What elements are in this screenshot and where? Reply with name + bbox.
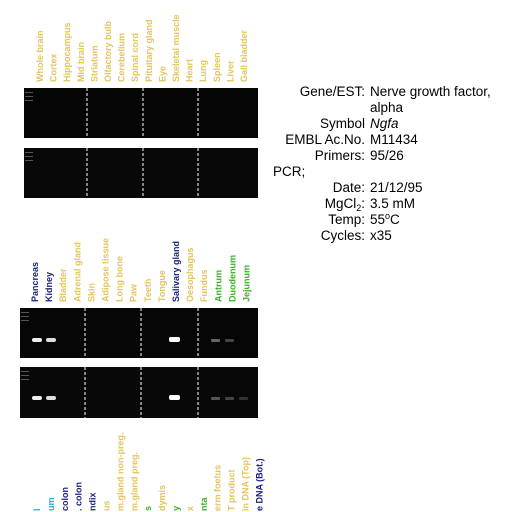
label: Primers: — [315, 148, 365, 163]
label: Temp: — [328, 212, 365, 227]
lane-label: y — [171, 506, 181, 511]
label-part: : — [361, 196, 365, 211]
info-panel: Gene/EST: Nerve growth factor, alpha Sym… — [273, 84, 491, 243]
lane-dividers — [84, 88, 199, 418]
lane-label: in DNA (Top) — [241, 457, 251, 511]
lane-label: dymis — [157, 485, 167, 511]
lane-label: Tongue — [157, 270, 167, 302]
lane-label: Skeletal muscle — [171, 14, 181, 82]
lane-label: Lung — [198, 60, 208, 82]
value-part: 55 — [370, 212, 385, 227]
superscript: o — [385, 211, 390, 221]
subscript: 2 — [356, 203, 361, 213]
lane-label: Oesophagus — [185, 247, 195, 302]
lane-label: Adipose tissue — [101, 238, 111, 302]
lane-label: m.gland non-preg. — [115, 433, 125, 512]
lane-label: Paw — [129, 283, 139, 302]
lane-label: Duodenum — [227, 255, 237, 302]
lane-label: ndix — [88, 492, 98, 511]
lane-label: Fundus — [199, 270, 209, 303]
lane-label: s — [143, 506, 153, 511]
lane-label: Heart — [185, 59, 195, 82]
lane-label: Antrum — [213, 270, 223, 302]
label: MgCl2: — [325, 196, 365, 213]
gel — [20, 308, 258, 358]
value: x35 — [370, 228, 392, 243]
value: 95/26 — [370, 148, 404, 163]
lane-label: Olfactory bulb — [103, 20, 113, 82]
label: Symbol — [320, 116, 365, 131]
label: Date: — [333, 180, 365, 195]
lane-label: Salivary gland — [171, 241, 181, 302]
value-part: C — [390, 212, 400, 227]
label: EMBL Ac.No. — [285, 132, 365, 147]
gel — [20, 367, 258, 418]
gel — [24, 88, 258, 138]
label: PCR; — [273, 164, 305, 179]
lane-label: Cortex — [49, 53, 59, 82]
lane-label: x — [185, 506, 195, 511]
lane-label: Gall bladder — [239, 29, 249, 82]
lane-label: erm foetus — [213, 465, 223, 511]
lane-label: Whole brain — [35, 31, 45, 83]
lane-label: Pancreas — [30, 262, 40, 302]
lane-label: Striatum — [89, 45, 99, 82]
lane-label: Long bone — [115, 256, 125, 302]
lane-label: us — [102, 500, 112, 511]
value: 55oC — [370, 211, 400, 227]
lane-label: Bladder — [58, 268, 68, 302]
lane-label: Eye — [157, 66, 167, 82]
lane-label: T product — [227, 470, 237, 512]
lane-label: Spinal cord — [130, 33, 140, 82]
label: Gene/EST: — [300, 84, 365, 99]
label: Cycles: — [321, 228, 365, 243]
lane-label: nta — [199, 497, 209, 511]
lane-label: Skin — [86, 283, 96, 302]
lane-label: . colon — [74, 482, 84, 511]
ladder — [21, 92, 33, 380]
lane-label: Cerebellum — [117, 33, 127, 82]
lane-label: Hippocampus — [62, 22, 72, 82]
lane-label: Spleen — [212, 52, 222, 82]
lane-label: e DNA (Bot.) — [254, 458, 264, 511]
lane-label: Teeth — [143, 279, 153, 302]
value: Nerve growth factor, — [370, 84, 491, 99]
value: alpha — [370, 100, 404, 115]
value: Ngfa — [370, 116, 399, 131]
lane-label: Liver — [225, 60, 235, 82]
label-part: MgCl — [325, 196, 357, 211]
lane-label: l — [32, 508, 42, 511]
value: M11434 — [370, 132, 418, 147]
lane-label: Adrenal gland — [72, 242, 82, 302]
value: 3.5 mM — [370, 196, 415, 211]
lane-label: Mid brain — [76, 42, 86, 82]
bands — [32, 337, 248, 400]
lane-label: Jejunum — [242, 265, 252, 302]
gel — [24, 148, 258, 198]
lane-label: um — [46, 498, 56, 512]
lane-label: Pituitary gland — [144, 19, 154, 82]
lane-label: m.gland preg. — [129, 452, 139, 511]
lane-label: colon — [60, 487, 70, 511]
lane-label: Kidney — [44, 272, 54, 302]
value: 21/12/95 — [370, 180, 423, 195]
